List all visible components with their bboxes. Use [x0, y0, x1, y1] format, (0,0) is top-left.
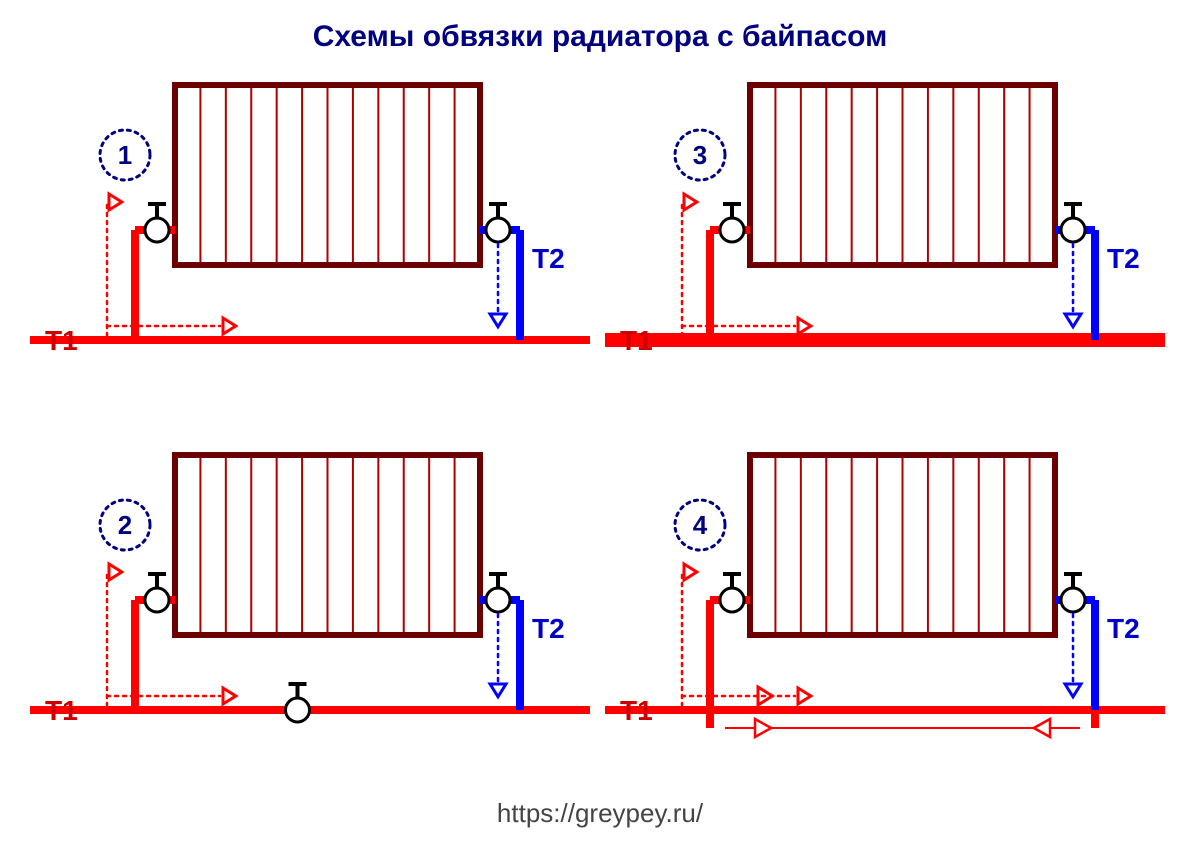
scheme-panel-4: T1 T2 4: [605, 450, 1165, 780]
flow-arrow: [684, 564, 697, 580]
flow-arrow: [1065, 684, 1081, 697]
diagram-grid: T1 T2 1 T1 T2 3 T1 T2 2 T1 T2 4: [0, 80, 1200, 780]
scheme-badge-number: 3: [693, 140, 707, 170]
valve-body: [286, 698, 310, 722]
flow-arrow: [1065, 314, 1081, 327]
scheme-panel-3: T1 T2 3: [605, 80, 1165, 410]
scheme-panel-2: T1 T2 2: [30, 450, 590, 780]
valve-body: [145, 588, 169, 612]
scheme-panel-1: T1 T2 1: [30, 80, 590, 410]
valve-body: [486, 218, 510, 242]
t2-label: T2: [1107, 243, 1140, 274]
t1-label: T1: [45, 695, 78, 726]
diagram-title: Схемы обвязки радиатора с байпасом: [0, 0, 1200, 54]
scheme-badge-number: 2: [118, 510, 132, 540]
t1-label: T1: [45, 325, 78, 356]
t1-label: T1: [620, 325, 653, 356]
flow-arrow: [223, 688, 236, 704]
flow-arrow: [684, 194, 697, 210]
flow-arrow: [109, 194, 122, 210]
footer-url: https://greypey.ru/: [0, 798, 1200, 829]
flow-arrow: [798, 688, 811, 704]
flow-arrow: [109, 564, 122, 580]
flow-arrow: [223, 318, 236, 334]
t2-label: T2: [532, 243, 565, 274]
valve-body: [720, 588, 744, 612]
check-arrow: [755, 719, 771, 737]
flow-arrow: [490, 684, 506, 697]
t2-label: T2: [1107, 613, 1140, 644]
check-arrow: [1034, 719, 1050, 737]
valve-body: [1061, 588, 1085, 612]
valve-body: [145, 218, 169, 242]
valve-body: [720, 218, 744, 242]
flow-arrow: [490, 314, 506, 327]
scheme-badge-number: 1: [118, 140, 132, 170]
flow-arrow: [798, 318, 811, 334]
t1-label: T1: [620, 695, 653, 726]
valve-body: [1061, 218, 1085, 242]
scheme-badge-number: 4: [693, 510, 708, 540]
t2-label: T2: [532, 613, 565, 644]
valve-body: [486, 588, 510, 612]
